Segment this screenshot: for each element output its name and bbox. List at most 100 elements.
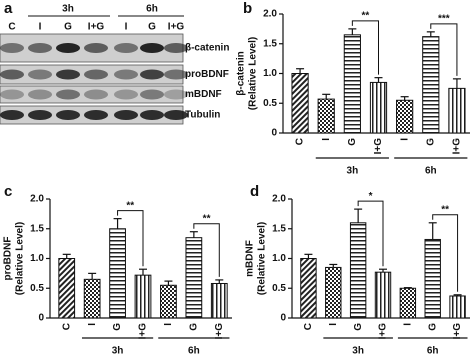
band bbox=[140, 43, 164, 53]
y-axis-label: (Relative Level) bbox=[15, 222, 26, 295]
band bbox=[84, 69, 108, 80]
significance-label: ** bbox=[362, 11, 370, 22]
group-label: 6h bbox=[425, 166, 437, 177]
band bbox=[114, 43, 138, 53]
y-tick-label: 2.0 bbox=[30, 194, 44, 205]
blot-row bbox=[0, 85, 184, 104]
group-label: 6h bbox=[188, 346, 200, 357]
bar bbox=[210, 282, 228, 319]
error-bar bbox=[322, 93, 331, 100]
bar bbox=[160, 284, 177, 319]
x-tick-label: I+G bbox=[452, 323, 463, 340]
band bbox=[114, 69, 138, 80]
significance-bracket bbox=[357, 200, 384, 267]
y-tick-label: 0 bbox=[271, 128, 277, 139]
y-tick-label: 0 bbox=[280, 313, 286, 324]
group-label: 3h bbox=[347, 166, 359, 177]
bar bbox=[185, 237, 203, 319]
lane-label: I bbox=[39, 22, 42, 33]
y-tick-label: 1.5 bbox=[263, 38, 277, 49]
error-bar bbox=[428, 222, 437, 240]
panel-label: d bbox=[250, 183, 259, 200]
error-bar bbox=[426, 31, 435, 37]
x-tick-label: I bbox=[402, 323, 413, 326]
y-tick-label: 0.5 bbox=[30, 283, 44, 294]
band bbox=[0, 89, 24, 100]
error-bar bbox=[452, 78, 461, 89]
group-label: 6h bbox=[146, 4, 158, 15]
panel-label: a bbox=[4, 0, 13, 17]
bar bbox=[134, 274, 152, 319]
error-bar bbox=[374, 77, 383, 83]
band bbox=[0, 43, 24, 53]
bar bbox=[422, 36, 440, 134]
x-tick-label: G bbox=[427, 323, 438, 331]
x-tick-label: G bbox=[425, 138, 436, 146]
x-tick-label: I+G bbox=[378, 323, 389, 340]
bar bbox=[300, 258, 317, 319]
bar bbox=[449, 295, 466, 319]
bar bbox=[83, 278, 101, 319]
x-tick-label: G bbox=[188, 323, 199, 331]
lane-label: I bbox=[125, 22, 128, 33]
lane-label: I+G bbox=[88, 22, 105, 33]
bar bbox=[349, 222, 367, 319]
y-axis-label: mBDNF bbox=[245, 240, 256, 277]
y-axis-label: (Relative Level) bbox=[257, 222, 268, 295]
error-bar bbox=[88, 272, 97, 280]
band bbox=[28, 69, 52, 80]
significance-label: ** bbox=[203, 213, 211, 224]
x-tick-label: I+G bbox=[373, 138, 384, 155]
significance-label: ** bbox=[126, 200, 134, 211]
error-bar bbox=[304, 253, 313, 259]
band bbox=[56, 110, 80, 120]
x-tick-label: G bbox=[112, 323, 123, 331]
error-bar bbox=[453, 294, 462, 296]
band bbox=[56, 89, 80, 100]
error-bar bbox=[189, 231, 198, 238]
bar bbox=[374, 271, 392, 319]
band bbox=[0, 110, 24, 120]
bar bbox=[448, 87, 466, 134]
bar bbox=[399, 287, 417, 319]
error-bar bbox=[403, 287, 412, 289]
bar bbox=[58, 258, 76, 319]
band bbox=[164, 110, 188, 120]
row-label: proBDNF bbox=[185, 69, 229, 80]
x-tick-label: I+G bbox=[214, 323, 225, 340]
x-tick-label: C bbox=[295, 138, 306, 145]
lane-label: G bbox=[148, 22, 156, 33]
lane-label: I+G bbox=[168, 22, 185, 33]
band bbox=[56, 43, 80, 53]
significance-bracket bbox=[193, 223, 220, 277]
band bbox=[84, 89, 108, 100]
band bbox=[140, 69, 164, 80]
significance-bracket bbox=[117, 210, 144, 267]
x-tick-label: C bbox=[303, 323, 314, 330]
bar bbox=[396, 99, 414, 134]
error-bar bbox=[329, 263, 338, 268]
y-tick-label: 0 bbox=[38, 313, 44, 324]
significance-bracket bbox=[430, 23, 458, 76]
band bbox=[56, 69, 80, 80]
band bbox=[140, 110, 164, 120]
band bbox=[114, 89, 138, 100]
error-bar bbox=[164, 280, 173, 286]
band bbox=[28, 89, 52, 100]
significance-bracket bbox=[351, 20, 379, 75]
lane-label: G bbox=[64, 22, 72, 33]
band bbox=[164, 69, 188, 80]
significance-label: * bbox=[369, 191, 373, 202]
y-tick-label: 0.5 bbox=[272, 283, 286, 294]
band bbox=[114, 110, 138, 120]
error-bar bbox=[139, 268, 147, 276]
bar bbox=[325, 266, 342, 319]
x-tick-label: I bbox=[328, 323, 339, 326]
y-tick-label: 1.0 bbox=[263, 68, 277, 79]
bar bbox=[317, 98, 335, 134]
bar bbox=[291, 73, 309, 134]
bar bbox=[424, 238, 441, 319]
band bbox=[140, 89, 164, 100]
western-blot: C I G I+G I G I+G 3h 6h β-catenin proBDNF mBDNF Tubu… bbox=[0, 4, 229, 125]
